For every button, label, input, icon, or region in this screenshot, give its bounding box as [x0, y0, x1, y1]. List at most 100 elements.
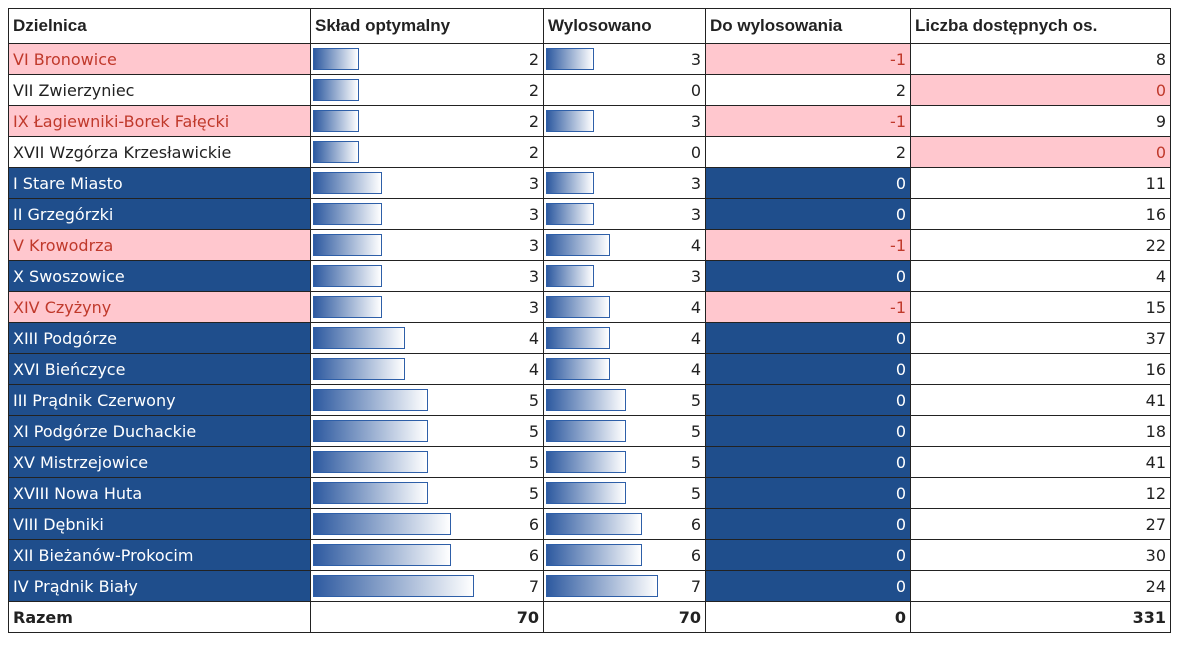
district-cell: XVI Bieńczyce	[8, 353, 311, 385]
value-text: 30	[1145, 545, 1166, 565]
value-text: 18	[1145, 421, 1166, 441]
value-cell: 16	[910, 198, 1171, 230]
value-cell: 0	[543, 136, 706, 168]
district-name: XII Bieżanów-Prokocim	[13, 545, 194, 565]
value-cell: 0	[705, 446, 911, 478]
value-text: 2	[528, 49, 539, 69]
district-cell: IV Prądnik Biały	[8, 570, 311, 602]
value-cell: 2	[310, 136, 544, 168]
value-cell: 41	[910, 384, 1171, 416]
data-bar	[313, 234, 382, 256]
value-text: 6	[528, 545, 539, 565]
district-name: IV Prądnik Biały	[13, 576, 138, 596]
district-cell: VI Bronowice	[8, 43, 311, 75]
district-name: VI Bronowice	[13, 49, 117, 69]
row: XVIII Nowa Huta 5 5 0 12	[8, 477, 1171, 509]
value-cell: 4	[910, 260, 1171, 292]
value-text: 0	[895, 173, 906, 193]
value-text: 5	[528, 483, 539, 503]
total-cell: 0	[705, 601, 911, 633]
data-bar	[313, 110, 359, 132]
district-cell: XIV Czyżyny	[8, 291, 311, 323]
value-cell: 3	[543, 105, 706, 137]
district-name: XVI Bieńczyce	[13, 359, 126, 379]
value-text: 7	[690, 576, 701, 596]
value-text: -1	[890, 111, 906, 131]
value-cell: 0	[705, 415, 911, 447]
value-cell: 4	[543, 291, 706, 323]
value-text: 2	[528, 142, 539, 162]
total-cell: Razem	[8, 601, 311, 633]
value-cell: 5	[310, 446, 544, 478]
district-cell: XVIII Nowa Huta	[8, 477, 311, 509]
value-cell: 9	[910, 105, 1171, 137]
data-bar	[313, 358, 405, 380]
value-text: 0	[895, 328, 906, 348]
data-bar	[546, 420, 626, 442]
value-cell: 3	[310, 167, 544, 199]
data-bar	[313, 141, 359, 163]
value-cell: 15	[910, 291, 1171, 323]
value-cell: 4	[543, 322, 706, 354]
district-cell: II Grzegórzki	[8, 198, 311, 230]
value-text: -1	[890, 49, 906, 69]
value-text: 9	[1155, 111, 1166, 131]
table-body: VI Bronowice 2 3 -1 8 VII Zwierzyniec 2 0 2 0 IX Ł…	[8, 43, 1171, 633]
district-name: XV Mistrzejowice	[13, 452, 149, 472]
data-bar	[313, 482, 428, 504]
value-cell: 0	[543, 74, 706, 106]
district-cell: IX Łagiewniki-Borek Fałęcki	[8, 105, 311, 137]
total-cell: 331	[910, 601, 1171, 633]
value-text: 0	[895, 576, 906, 596]
data-bar	[313, 575, 474, 597]
value-cell: 41	[910, 446, 1171, 478]
value-text: 16	[1145, 359, 1166, 379]
data-bar	[313, 420, 428, 442]
value-cell: 2	[705, 136, 911, 168]
value-cell: 11	[910, 167, 1171, 199]
data-bar	[313, 172, 382, 194]
value-cell: 0	[705, 198, 911, 230]
value-cell: 4	[543, 353, 706, 385]
row: XVII Wzgórza Krzesławickie 2 0 2 0	[8, 136, 1171, 168]
value-cell: 0	[705, 539, 911, 571]
value-text: 5	[690, 421, 701, 441]
total-cell: 70	[310, 601, 544, 633]
data-bar	[546, 48, 594, 70]
district-name: XVII Wzgórza Krzesławickie	[13, 142, 232, 162]
value-cell: 5	[543, 384, 706, 416]
value-text: 3	[690, 49, 701, 69]
district-cell: VIII Dębniki	[8, 508, 311, 540]
value-text: 3	[528, 204, 539, 224]
value-cell: 3	[543, 198, 706, 230]
value-text: 0	[895, 204, 906, 224]
district-cell: X Swoszowice	[8, 260, 311, 292]
district-name: X Swoszowice	[13, 266, 125, 286]
value-cell: 0	[705, 508, 911, 540]
value-cell: 18	[910, 415, 1171, 447]
value-text: 4	[1155, 266, 1166, 286]
district-cell: XII Bieżanów-Prokocim	[8, 539, 311, 571]
value-cell: 2	[310, 74, 544, 106]
row: X Swoszowice 3 3 0 4	[8, 260, 1171, 292]
district-name: III Prądnik Czerwony	[13, 390, 176, 410]
value-cell: 5	[310, 384, 544, 416]
header-cell: Do wylosowania	[705, 8, 911, 44]
row: III Prądnik Czerwony 5 5 0 41	[8, 384, 1171, 416]
district-cell: V Krowodrza	[8, 229, 311, 261]
value-text: 0	[895, 359, 906, 379]
district-cell: XVII Wzgórza Krzesławickie	[8, 136, 311, 168]
value-cell: 0	[910, 136, 1171, 168]
district-cell: XI Podgórze Duchackie	[8, 415, 311, 447]
district-name: VII Zwierzyniec	[13, 80, 135, 100]
district-name: XI Podgórze Duchackie	[13, 421, 197, 441]
data-bar	[546, 327, 610, 349]
value-text: 3	[528, 297, 539, 317]
row: XII Bieżanów-Prokocim 6 6 0 30	[8, 539, 1171, 571]
value-cell: -1	[705, 105, 911, 137]
data-bar	[313, 265, 382, 287]
value-cell: 5	[310, 477, 544, 509]
value-text: 0	[895, 452, 906, 472]
value-text: 12	[1145, 483, 1166, 503]
row: XI Podgórze Duchackie 5 5 0 18	[8, 415, 1171, 447]
